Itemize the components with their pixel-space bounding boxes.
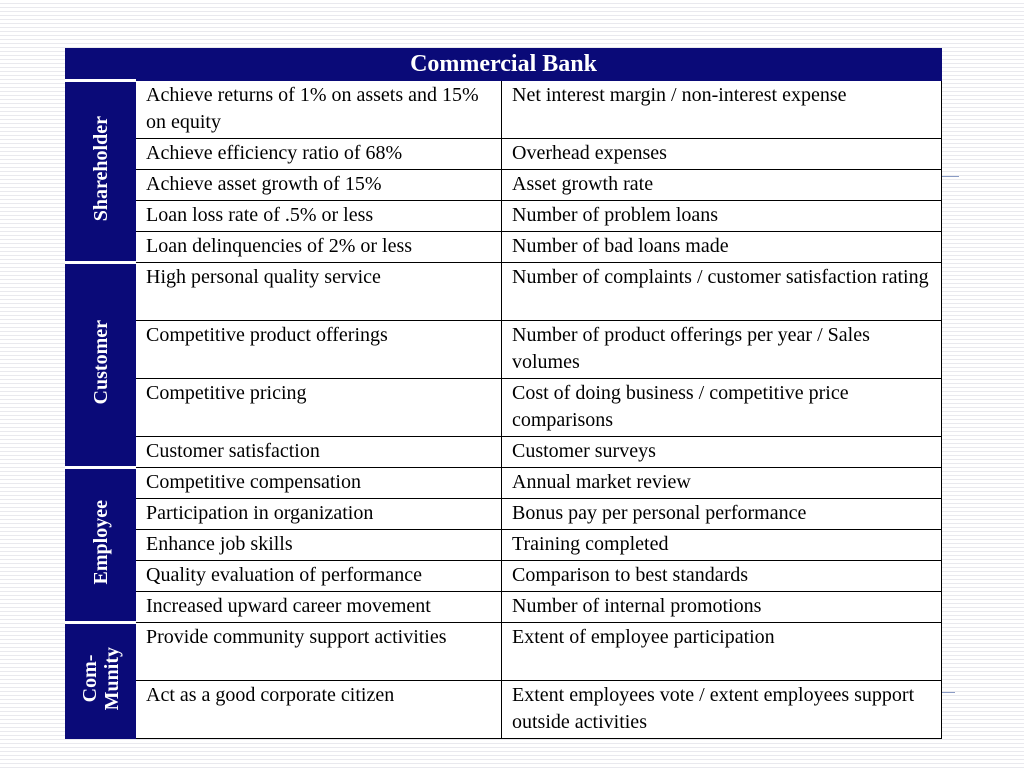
measure-cell: Extent employees vote / extent employees… [500, 680, 943, 739]
objective-cell: High personal quality service [135, 262, 502, 321]
table-title-row: Commercial Bank [64, 48, 943, 81]
objective-cell: Act as a good corporate citizen [135, 680, 502, 739]
measure-cell: Number of product offerings per year / S… [500, 320, 943, 379]
table-title: Commercial Bank [64, 48, 943, 81]
table-row: Enhance job skills Training completed [66, 529, 943, 561]
group-label-text: Employee [89, 500, 112, 585]
measure-cell: Number of complaints / customer satisfac… [500, 262, 943, 321]
group-label-shareholder: Shareholder [65, 79, 136, 263]
objective-cell: Customer satisfaction [135, 436, 502, 468]
measure-cell: Bonus pay per personal performance [500, 498, 943, 530]
measure-cell: Number of bad loans made [500, 231, 943, 263]
objective-cell: Competitive pricing [135, 378, 502, 437]
decorative-line-lower [941, 692, 955, 693]
objective-cell: Competitive product offerings [135, 320, 502, 379]
table-row: Participation in organization Bonus pay … [66, 498, 943, 530]
commercial-bank-table: Commercial Bank Shareholder Achieve retu… [64, 48, 943, 739]
objective-cell: Quality evaluation of performance [135, 560, 502, 592]
objective-cell: Achieve returns of 1% on assets and 15% … [135, 80, 502, 139]
table-row: Loan delinquencies of 2% or less Number … [66, 231, 943, 263]
table-row: Achieve efficiency ratio of 68% Overhead… [66, 138, 943, 170]
table-row: Shareholder Achieve returns of 1% on ass… [65, 79, 943, 263]
group-label-text: Com- Munity [78, 646, 123, 711]
measure-cell: Net interest margin / non-interest expen… [500, 80, 943, 139]
measure-cell: Overhead expenses [500, 138, 943, 170]
objective-cell: Increased upward career movement [135, 591, 502, 623]
table-row: Competitive pricing Cost of doing busine… [66, 378, 943, 437]
table-row: Employee Competitive compensation Annual… [65, 466, 943, 623]
measure-cell: Comparison to best standards [500, 560, 943, 592]
group-label-employee: Employee [65, 466, 136, 623]
table-row: Loan loss rate of .5% or less Number of … [66, 200, 943, 232]
objective-cell: Achieve asset growth of 15% [135, 169, 502, 201]
group-label-text: Shareholder [89, 116, 112, 222]
group-label-community: Com- Munity [65, 621, 136, 739]
table-row: Customer satisfaction Customer surveys [66, 436, 943, 468]
measure-cell: Customer surveys [500, 436, 943, 468]
measure-cell: Asset growth rate [500, 169, 943, 201]
group-label-text: Customer [89, 320, 112, 405]
table-row: Customer High personal quality service N… [65, 261, 943, 468]
table-row: Competitive product offerings Number of … [66, 320, 943, 379]
objective-cell: Provide community support activities [135, 622, 502, 681]
measure-cell: Number of problem loans [500, 200, 943, 232]
measure-cell: Training completed [500, 529, 943, 561]
objective-cell: Enhance job skills [135, 529, 502, 561]
table-row: Quality evaluation of performance Compar… [66, 560, 943, 592]
table-row: Achieve asset growth of 15% Asset growth… [66, 169, 943, 201]
measure-cell: Extent of employee participation [500, 622, 943, 681]
objective-cell: Competitive compensation [135, 467, 502, 499]
decorative-line-upper [941, 176, 959, 177]
table-row: Act as a good corporate citizen Extent e… [66, 680, 943, 739]
objective-cell: Achieve efficiency ratio of 68% [135, 138, 502, 170]
table-row: Com- Munity Provide community support ac… [65, 621, 943, 739]
objective-cell: Loan delinquencies of 2% or less [135, 231, 502, 263]
objective-cell: Participation in organization [135, 498, 502, 530]
objective-cell: Loan loss rate of .5% or less [135, 200, 502, 232]
measure-cell: Number of internal promotions [500, 591, 943, 623]
table-row: Increased upward career movement Number … [66, 591, 943, 623]
measure-cell: Annual market review [500, 467, 943, 499]
measure-cell: Cost of doing business / competitive pri… [500, 378, 943, 437]
group-label-customer: Customer [65, 261, 136, 468]
